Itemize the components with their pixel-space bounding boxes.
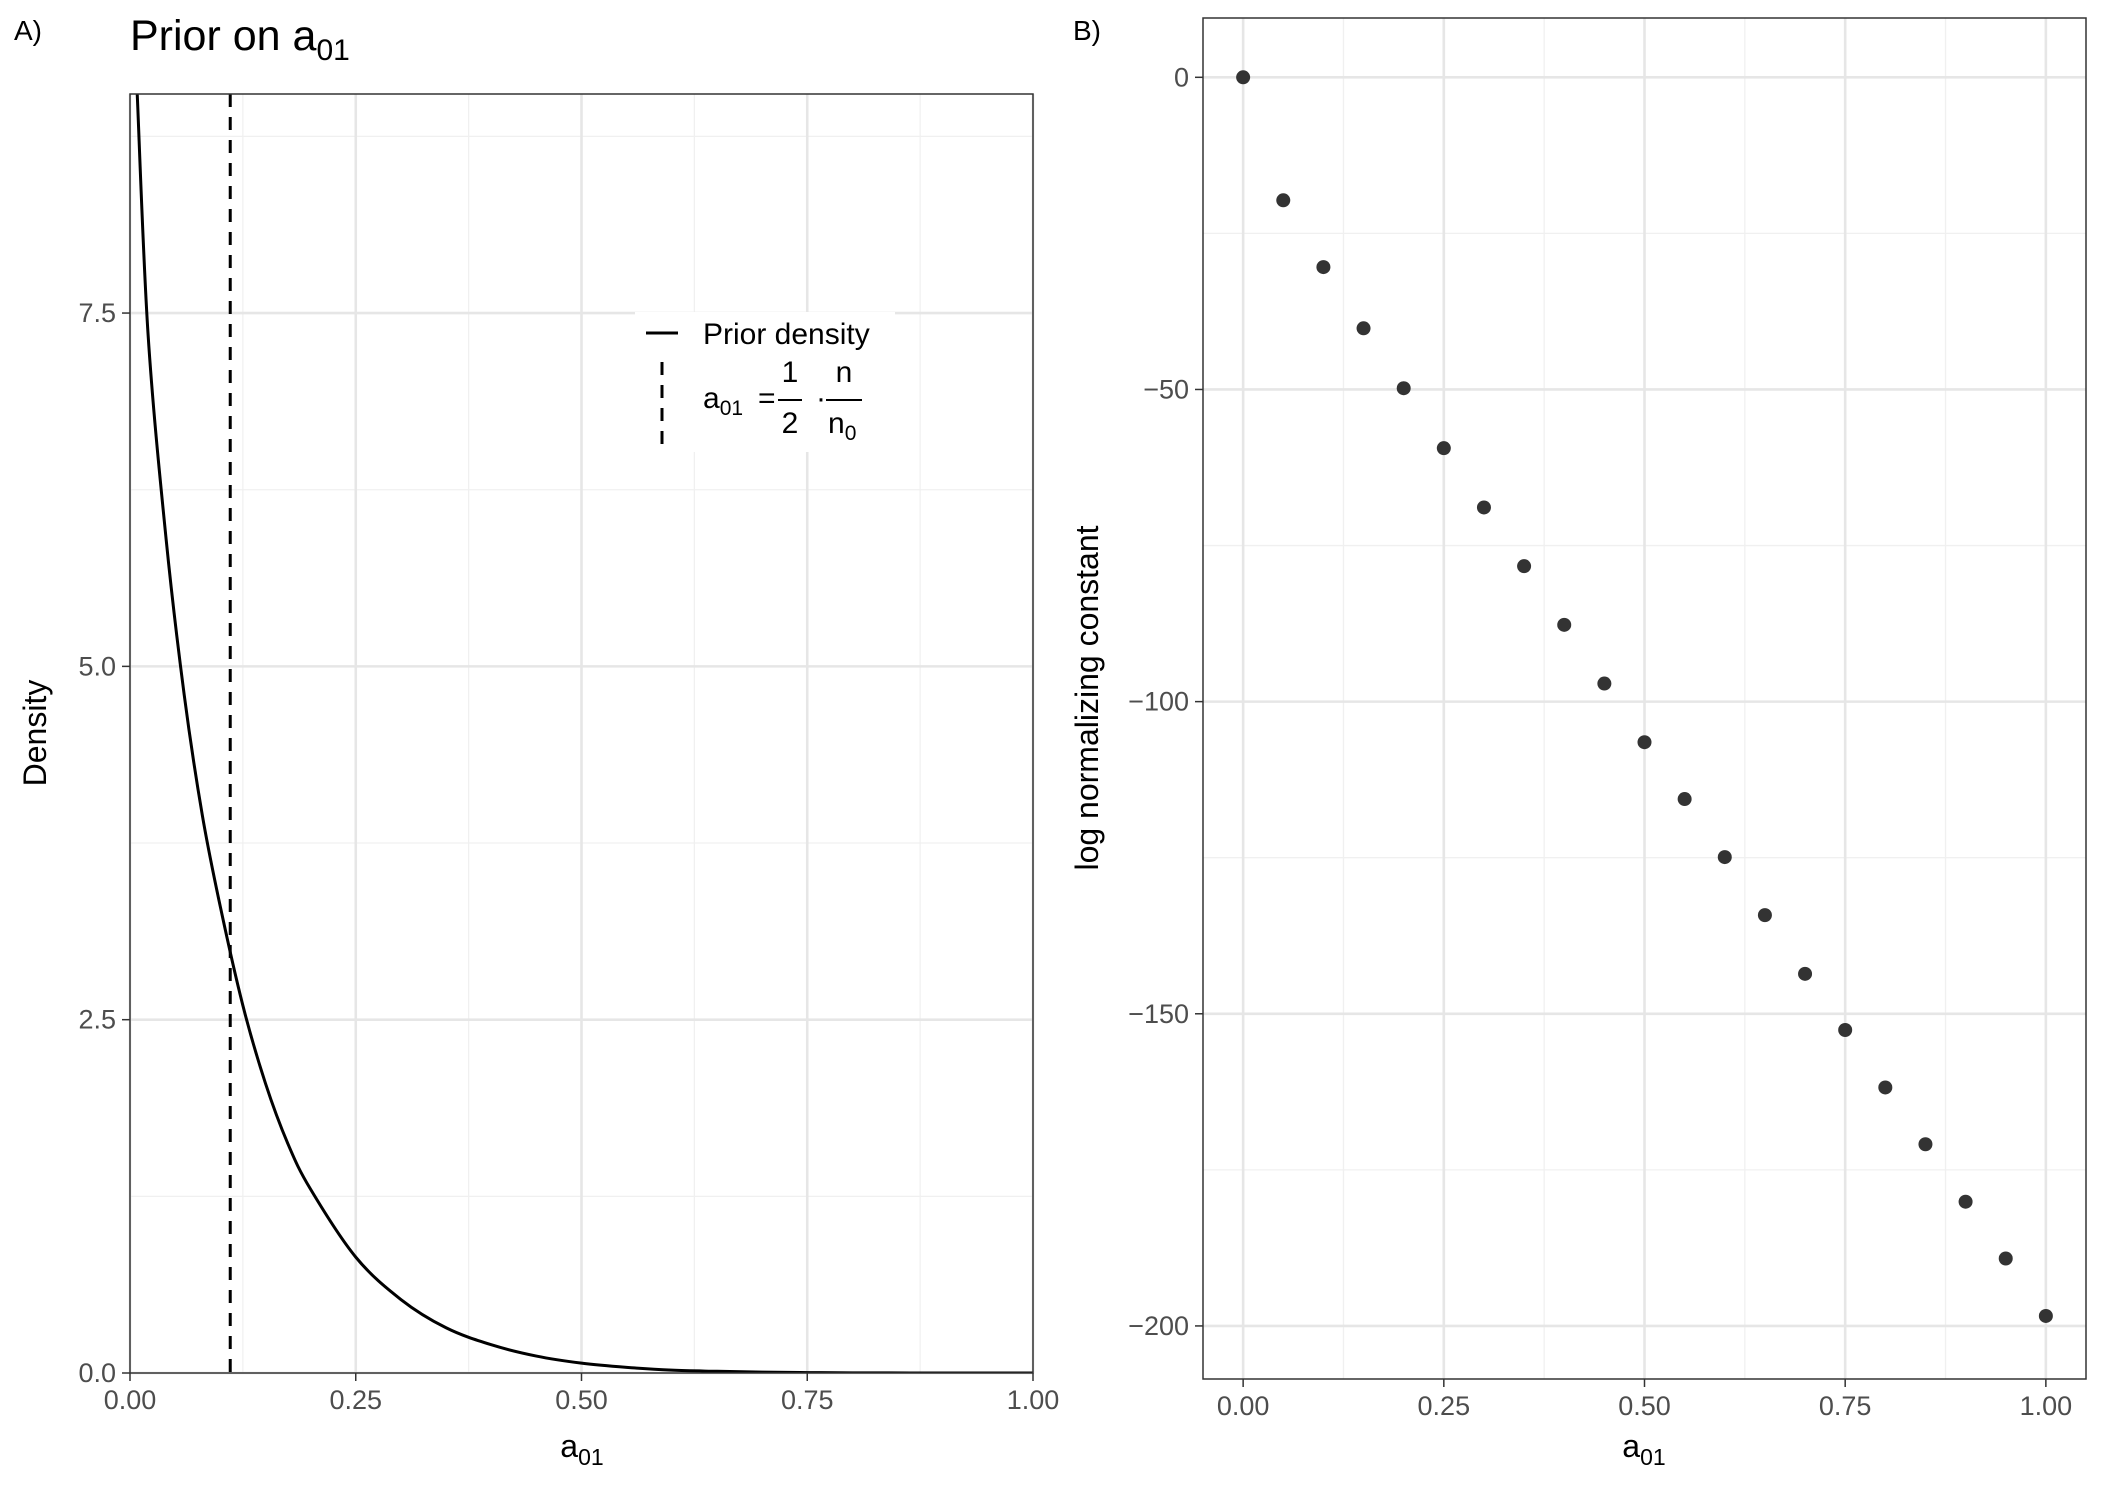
scatter-point — [1276, 193, 1291, 208]
formula-frac1-num: 1 — [782, 356, 799, 389]
panel-b-x-tick-label: 1.00 — [2020, 1391, 2073, 1421]
panel-b-x-axis-title: a01 — [1622, 1428, 1665, 1470]
panel-b-y-tick-label: −50 — [1143, 374, 1189, 404]
panel-a-label: A) — [14, 15, 42, 46]
panel-b: B) 0.00 0.25 0.50 0.75 1.000−50−100−150−200 … — [1069, 15, 2087, 1470]
panel-b-y-tick-label: −200 — [1128, 1311, 1189, 1341]
panel-b-axes: 0.00 0.25 0.50 0.75 1.00 0 −50 −100 −150 −200 — [1128, 62, 2072, 1421]
panel-a-marks — [135, 94, 1033, 1373]
svg-text:n0: n0 — [828, 407, 856, 445]
legend-label-vline-formula: a01 = 1 2 · n n0 — [703, 356, 862, 445]
scatter-point — [1517, 559, 1532, 574]
scatter-point — [1356, 321, 1371, 336]
formula-lhs: a — [703, 382, 720, 415]
panel-b-y-tick-label: −100 — [1128, 687, 1189, 717]
scatter-point — [1677, 792, 1692, 807]
panel-b-y-axis-title: log normalizing constant — [1069, 525, 1105, 870]
scatter-point — [1998, 1251, 2013, 1266]
formula-equals: = — [758, 382, 776, 415]
formula-lhs-sub: 01 — [720, 397, 743, 420]
panel-a-title: Prior on a01 — [130, 12, 350, 67]
legend-label-prior-density: Prior density — [703, 318, 870, 351]
formula-frac2-den-sub: 0 — [845, 422, 857, 445]
scatter-point — [1918, 1137, 1933, 1152]
scatter-point — [1557, 617, 1572, 632]
scatter-point — [1436, 441, 1451, 456]
svg-text:a01: a01 — [703, 382, 743, 420]
panel-a-y-tick-label: 0.0 — [78, 1358, 116, 1388]
scatter-point — [1236, 70, 1251, 85]
scatter-point — [1798, 966, 1813, 981]
scatter-point — [1476, 500, 1491, 515]
panel-b-label: B) — [1073, 15, 1101, 46]
panel-a-grid — [128, 94, 1035, 1375]
panel-a: A) Prior on a01 Prior density a01 = 1 2 … — [14, 12, 1059, 1470]
panel-a-x-tick-label: 0.25 — [329, 1385, 382, 1415]
panel-a-y-tick-label: 7.5 — [78, 298, 116, 328]
scatter-point — [1878, 1080, 1893, 1095]
panel-b-y-tick-label: 0 — [1174, 62, 1189, 92]
panel-a-x-tick-label: 1.00 — [1007, 1385, 1060, 1415]
panel-b-x-tick-label: 0.50 — [1618, 1391, 1671, 1421]
panel-a-y-tick-label: 5.0 — [78, 651, 116, 681]
scatter-point — [1757, 908, 1772, 923]
formula-dot: · — [816, 382, 826, 415]
panel-a-legend: Prior density a01 = 1 2 · n n0 — [635, 312, 895, 452]
scatter-point — [1958, 1194, 1973, 1209]
panel-a-x-tick-label: 0.50 — [555, 1385, 608, 1415]
panel-a-y-axis-title: Density — [17, 680, 53, 787]
panel-a-x-tick-label: 0.75 — [781, 1385, 834, 1415]
panel-b-grid — [1203, 18, 2086, 1379]
panel-a-x-tick-label: 0.00 — [104, 1385, 157, 1415]
scatter-point — [1597, 676, 1612, 691]
density-curve — [135, 94, 1033, 1373]
formula-frac2-num: n — [836, 356, 853, 389]
panel-b-x-tick-label: 0.00 — [1217, 1391, 1270, 1421]
formula-frac1-den: 2 — [782, 407, 799, 440]
legend-background — [635, 312, 895, 452]
panel-a-title-main: Prior on a — [130, 12, 317, 60]
panel-a-y-tick-label: 2.5 — [78, 1005, 116, 1035]
panel-b-x-tick-label: 0.25 — [1418, 1391, 1471, 1421]
scatter-point — [1717, 850, 1732, 865]
panel-b-y-tick-label: −150 — [1128, 999, 1189, 1029]
panel-a-title-sub: 01 — [316, 34, 349, 67]
panel-b-x-tick-label: 0.75 — [1819, 1391, 1872, 1421]
scatter-point — [1637, 735, 1652, 750]
scatter-point — [1838, 1023, 1853, 1038]
panel-a-axes: 0.00 0.25 0.50 0.75 1.00 0.0 2.5 5.0 7.5 — [78, 298, 1059, 1415]
formula-frac2-den: n — [828, 407, 845, 440]
scatter-point — [1316, 260, 1331, 275]
scatter-point — [1396, 381, 1411, 396]
panel-b-marks — [1236, 70, 2053, 1323]
panel-a-x-axis-title: a01 — [560, 1428, 603, 1470]
scatter-point — [2038, 1308, 2053, 1323]
